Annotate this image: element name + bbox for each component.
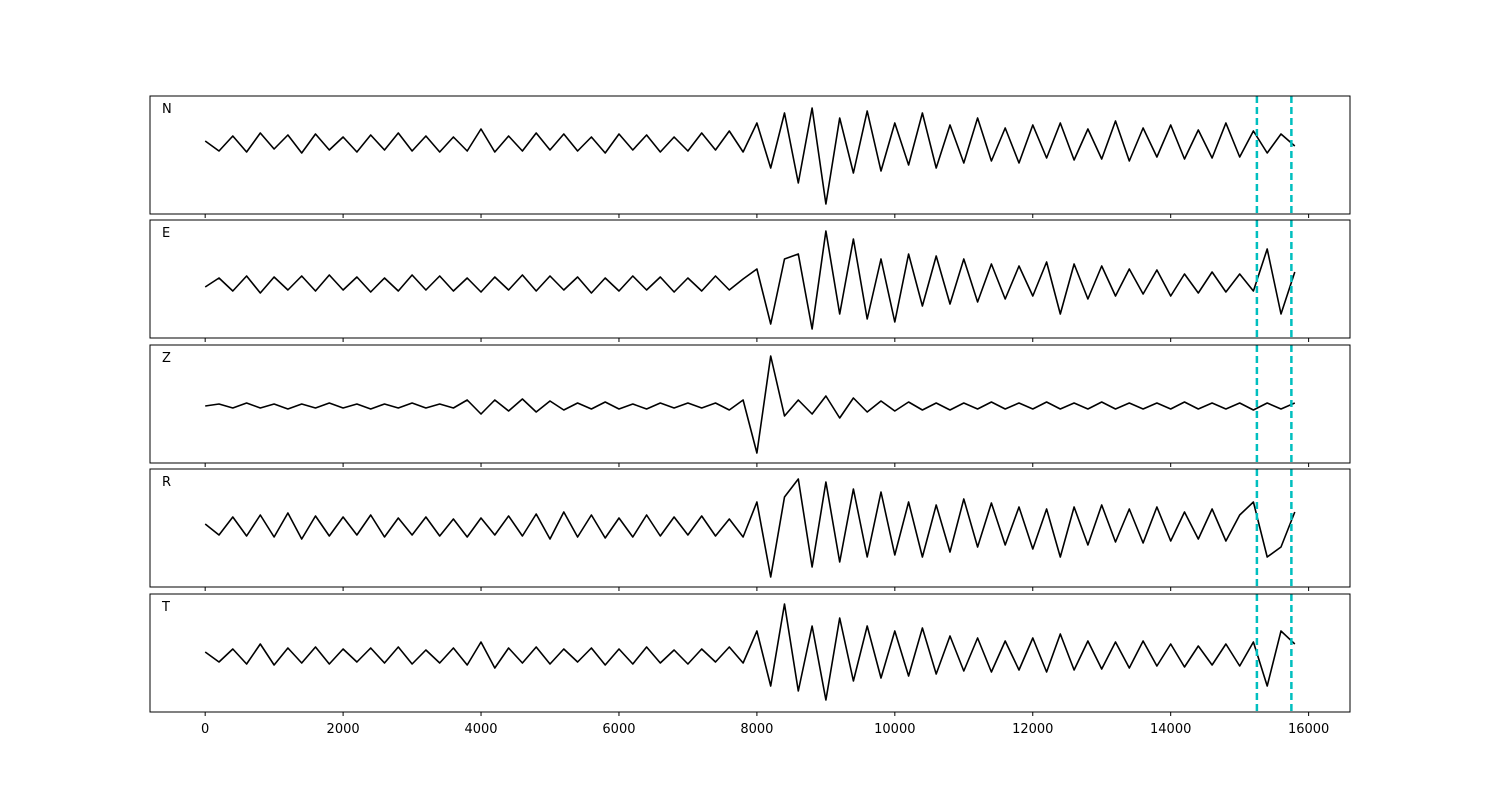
panel-frame xyxy=(149,468,1351,588)
panel-label: Z xyxy=(162,351,171,366)
panel-frame xyxy=(149,344,1351,464)
x-tick-label: 16000 xyxy=(1288,722,1329,737)
panel-label: R xyxy=(162,475,171,490)
x-tick-label: 0 xyxy=(201,722,209,737)
panel-label: N xyxy=(162,102,172,117)
trace xyxy=(204,603,1296,701)
trace xyxy=(204,478,1296,578)
panel-frame xyxy=(149,593,1351,713)
x-tick-label: 4000 xyxy=(464,722,497,737)
panel-label: E xyxy=(162,226,170,241)
trace xyxy=(205,355,1296,454)
x-tick-label: 10000 xyxy=(874,722,915,737)
panel-frame xyxy=(149,219,1351,339)
panel-label: T xyxy=(161,600,170,615)
x-tick-label: 14000 xyxy=(1150,722,1191,737)
trace xyxy=(204,230,1296,330)
panel-frame xyxy=(149,95,1351,215)
x-tick-label: 2000 xyxy=(327,722,360,737)
x-tick-label: 6000 xyxy=(602,722,635,737)
trace xyxy=(204,107,1296,205)
x-tick-label: 8000 xyxy=(740,722,773,737)
x-tick-label: 12000 xyxy=(1012,722,1053,737)
